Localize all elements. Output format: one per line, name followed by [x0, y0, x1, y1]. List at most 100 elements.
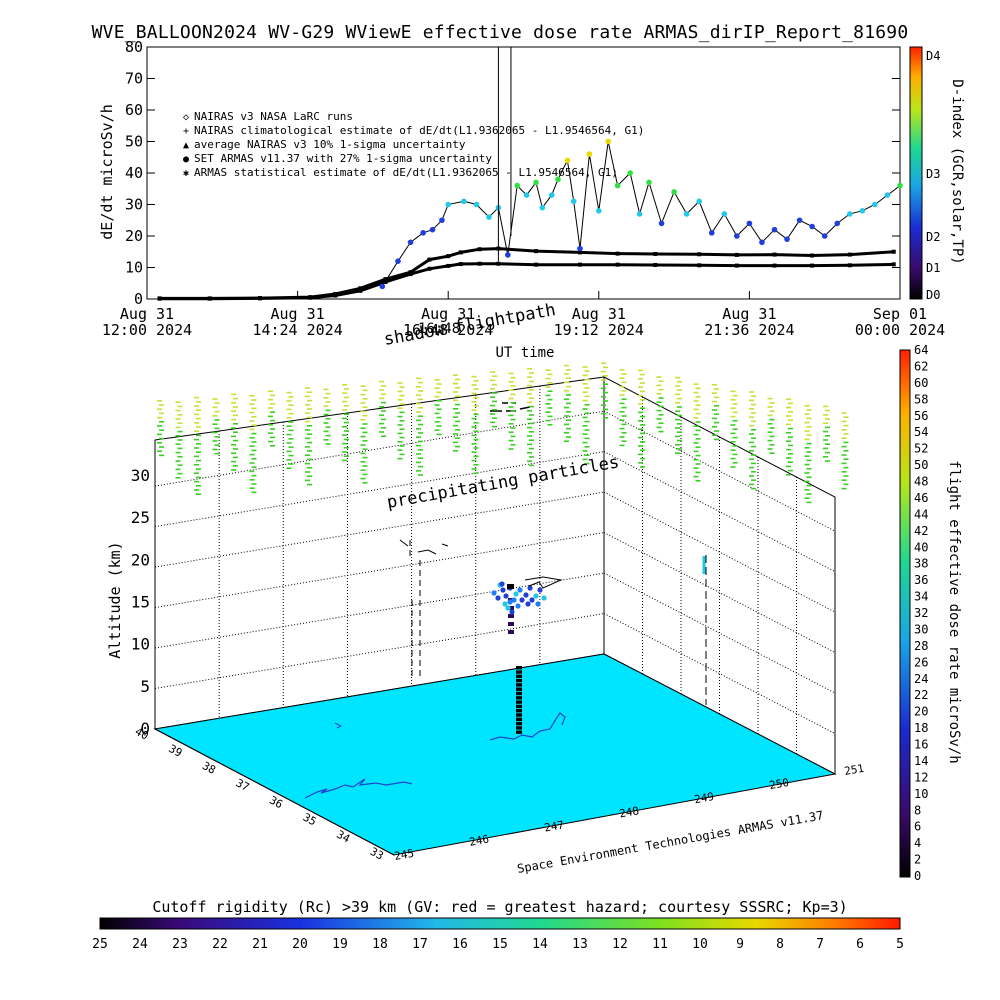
- x-tick-label-time: 19:12 2024: [554, 321, 644, 339]
- particle-mark: [473, 455, 479, 458]
- particle-mark: [823, 414, 828, 416]
- particle-mark: [640, 466, 645, 468]
- particle-mark: [397, 390, 403, 393]
- particle-mark: [175, 401, 181, 403]
- particle-mark: [175, 409, 181, 412]
- particle-mark: [582, 391, 588, 393]
- particle-mark: [286, 391, 292, 394]
- particle-mark: [769, 427, 775, 429]
- particle-mark: [175, 443, 181, 445]
- particle-mark: [825, 443, 830, 445]
- dose-rate-tick-label: 60: [914, 376, 928, 390]
- particle-mark: [804, 405, 810, 407]
- particle-mark: [714, 421, 719, 424]
- particle-mark: [473, 396, 479, 399]
- particle-mark: [418, 407, 423, 409]
- nairas-point: [207, 296, 212, 301]
- particle-mark: [175, 426, 181, 429]
- legend-label: NAIRAS climatological estimate of dE/dt(…: [194, 124, 644, 137]
- particle-mark: [434, 412, 440, 415]
- particle-mark: [342, 426, 347, 428]
- particle-mark: [471, 459, 477, 462]
- particle-mark: [268, 424, 273, 426]
- particle-mark: [712, 417, 717, 420]
- dose-rate-tick-label: 42: [914, 524, 928, 538]
- dose-point: [445, 201, 452, 208]
- particle-mark: [288, 412, 294, 415]
- particle-mark: [416, 402, 421, 405]
- legend-symbol: ▲: [183, 140, 189, 151]
- d-index-tick-label: D3: [926, 167, 940, 181]
- dose-point: [614, 182, 621, 189]
- descent-point: [508, 614, 514, 618]
- particle-mark: [175, 435, 181, 437]
- dose-rate-tick-label: 28: [914, 639, 928, 653]
- particle-mark: [788, 419, 793, 421]
- particle-mark: [212, 398, 218, 400]
- flight-point-cluster: [491, 581, 547, 615]
- particle-mark: [677, 414, 682, 417]
- particle-mark: [157, 442, 162, 444]
- particle-mark: [436, 391, 442, 394]
- particle-mark: [251, 483, 257, 485]
- particle-mark: [473, 422, 479, 424]
- particle-mark: [177, 472, 183, 475]
- particle-mark: [584, 437, 590, 440]
- longitude-tick-label: 248: [618, 804, 640, 820]
- particle-mark: [732, 436, 738, 439]
- particle-mark: [640, 441, 645, 443]
- particle-mark: [492, 392, 497, 394]
- grid-line-back: [154, 532, 605, 609]
- flight-point: [513, 591, 519, 597]
- legend-symbol: ◇: [183, 112, 189, 123]
- particle-mark: [508, 431, 514, 433]
- dose-point: [708, 230, 715, 236]
- particle-mark: [751, 412, 756, 414]
- particle-mark: [307, 416, 312, 419]
- particle-mark: [288, 421, 294, 423]
- particle-mark: [693, 433, 699, 436]
- particle-mark: [307, 425, 312, 427]
- particle-mark: [268, 415, 273, 418]
- particle-mark: [397, 457, 403, 460]
- particle-mark: [305, 404, 310, 406]
- nairas-point: [772, 263, 777, 268]
- nairas-point: [577, 262, 582, 267]
- dose-rate-tick-label: 54: [914, 425, 928, 439]
- nairas-point: [477, 261, 482, 266]
- particle-mark: [601, 396, 606, 398]
- particle-mark: [732, 445, 738, 447]
- particle-mark: [806, 476, 812, 478]
- particle-mark: [529, 464, 534, 467]
- particle-mark: [749, 441, 754, 444]
- latitude-tick-label: 36: [267, 794, 285, 812]
- nairas-point: [697, 252, 702, 257]
- flight-point: [507, 584, 514, 589]
- altitude-tick-label: 10: [131, 635, 150, 654]
- particle-mark: [640, 407, 645, 409]
- particle-mark: [749, 399, 754, 402]
- particle-mark: [490, 396, 495, 398]
- particle-mark: [305, 454, 310, 456]
- particle-mark: [584, 378, 590, 381]
- dose-point: [658, 220, 665, 227]
- legend-label: NAIRAS v3 NASA LaRC runs: [194, 110, 353, 123]
- rigidity-tick-label: 18: [372, 937, 388, 952]
- particle-mark: [841, 479, 847, 481]
- particle-mark: [601, 404, 606, 406]
- nairas-point: [534, 262, 539, 267]
- particle-mark: [268, 440, 273, 443]
- particle-mark: [471, 409, 477, 411]
- particle-mark: [749, 458, 754, 460]
- particle-mark: [325, 418, 331, 420]
- particle-mark: [362, 482, 368, 484]
- particle-mark: [547, 415, 553, 418]
- particle-mark: [582, 433, 588, 435]
- nairas-point: [734, 252, 739, 257]
- particle-mark: [434, 387, 440, 389]
- particle-mark: [638, 428, 643, 430]
- particle-mark: [695, 412, 701, 415]
- dose-point: [439, 217, 445, 224]
